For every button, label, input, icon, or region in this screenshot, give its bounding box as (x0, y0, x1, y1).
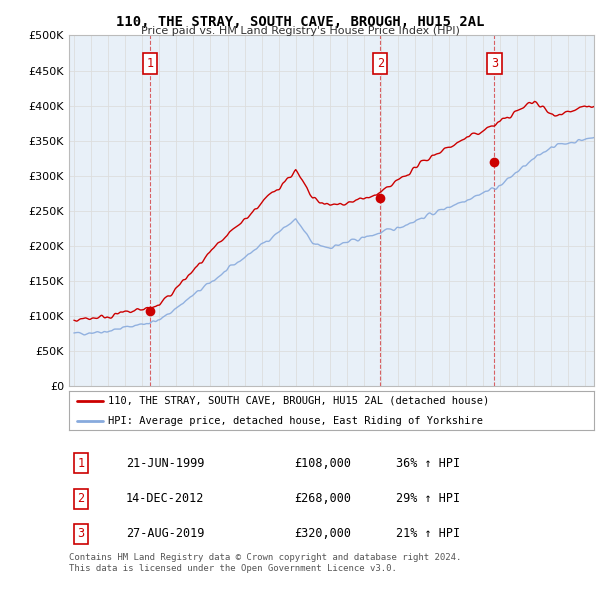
Text: 2: 2 (377, 57, 384, 70)
Text: 3: 3 (77, 527, 85, 540)
Text: 110, THE STRAY, SOUTH CAVE, BROUGH, HU15 2AL: 110, THE STRAY, SOUTH CAVE, BROUGH, HU15… (116, 15, 484, 29)
Text: 21% ↑ HPI: 21% ↑ HPI (396, 527, 460, 540)
Text: Contains HM Land Registry data © Crown copyright and database right 2024.: Contains HM Land Registry data © Crown c… (69, 553, 461, 562)
Text: 29% ↑ HPI: 29% ↑ HPI (396, 492, 460, 505)
Text: 2: 2 (77, 492, 85, 505)
Text: 1: 1 (77, 457, 85, 470)
Text: This data is licensed under the Open Government Licence v3.0.: This data is licensed under the Open Gov… (69, 565, 397, 573)
Text: Price paid vs. HM Land Registry's House Price Index (HPI): Price paid vs. HM Land Registry's House … (140, 26, 460, 36)
Text: £108,000: £108,000 (294, 457, 351, 470)
Text: 14-DEC-2012: 14-DEC-2012 (126, 492, 205, 505)
Text: £268,000: £268,000 (294, 492, 351, 505)
Text: HPI: Average price, detached house, East Riding of Yorkshire: HPI: Average price, detached house, East… (109, 416, 484, 426)
Text: 3: 3 (491, 57, 498, 70)
Text: 36% ↑ HPI: 36% ↑ HPI (396, 457, 460, 470)
Text: 27-AUG-2019: 27-AUG-2019 (126, 527, 205, 540)
Text: 21-JUN-1999: 21-JUN-1999 (126, 457, 205, 470)
Text: 1: 1 (147, 57, 154, 70)
Text: 110, THE STRAY, SOUTH CAVE, BROUGH, HU15 2AL (detached house): 110, THE STRAY, SOUTH CAVE, BROUGH, HU15… (109, 396, 490, 406)
Text: £320,000: £320,000 (294, 527, 351, 540)
